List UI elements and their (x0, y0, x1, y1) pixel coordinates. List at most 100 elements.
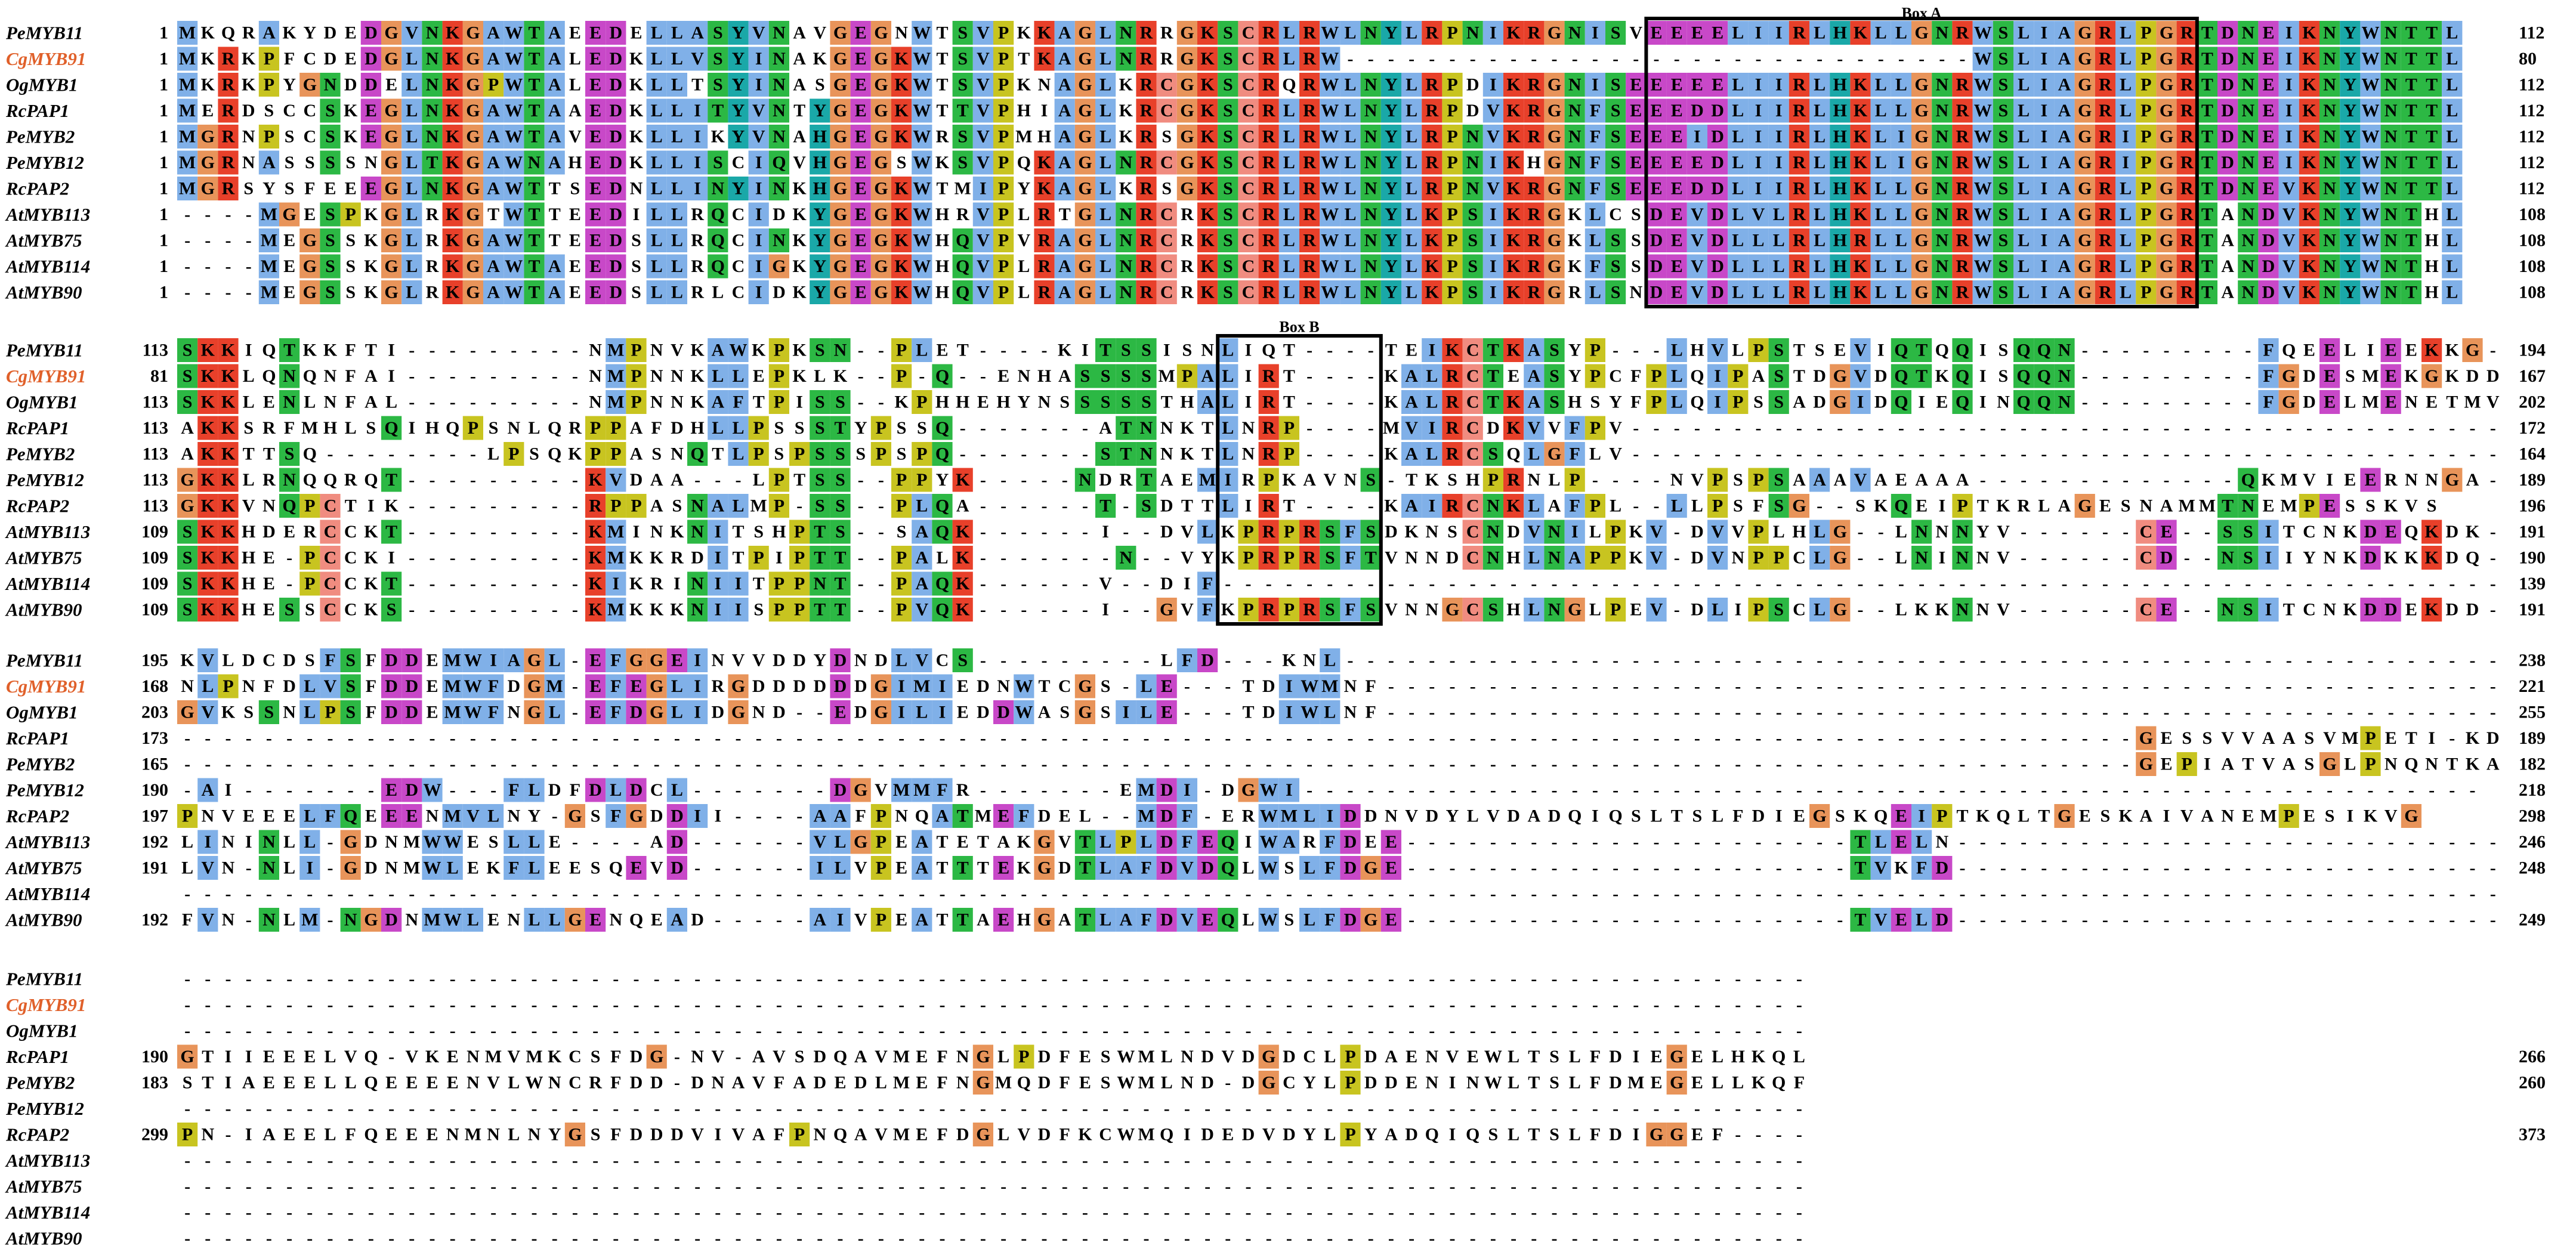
residue-shade (462, 700, 483, 724)
end-position: 196 (2519, 496, 2546, 516)
residue-shade (810, 804, 830, 828)
residue-shade (320, 125, 341, 149)
residue-shade (2013, 150, 2034, 175)
residue-shade (1768, 125, 1789, 149)
residue-shade (1095, 228, 1116, 252)
end-position: 191 (2519, 600, 2546, 620)
residue-shade (1156, 202, 1177, 227)
residue-shade (1116, 364, 1136, 388)
residue-shade (1422, 177, 1443, 200)
residue-shade (1218, 468, 1238, 492)
residue-shade (1278, 228, 1299, 252)
residue-shade (1278, 125, 1299, 149)
residue-shade (1482, 468, 1503, 492)
residue-shade (1197, 280, 1218, 304)
sequence-name: OgMYB1 (6, 392, 78, 413)
residue-shade (2115, 73, 2136, 97)
residue-shade (1136, 73, 1157, 97)
residue-shade (952, 228, 973, 252)
sequence-name: PeMYB11 (5, 23, 83, 44)
residue-shade (2340, 21, 2361, 45)
residue-shade (564, 804, 585, 828)
residue-shade (1360, 177, 1381, 200)
residue-shade (2034, 390, 2055, 414)
residue-shade (320, 804, 341, 828)
residue-shade (626, 674, 647, 698)
residue-shade (626, 338, 647, 362)
residue-shade (218, 416, 239, 440)
residue-shade (1584, 150, 1605, 175)
residue-shade (1870, 856, 1891, 880)
residue-shade (1054, 98, 1075, 123)
residue-shade (2136, 98, 2157, 123)
residue-shade (2442, 47, 2463, 71)
residue-shade (1380, 228, 1401, 252)
residue-shade (1993, 177, 2013, 200)
end-position: 112 (2519, 153, 2544, 172)
residue-shade (1074, 908, 1095, 932)
residue-shade (646, 125, 667, 149)
residue-shade (1136, 390, 1157, 414)
start-position: 1 (159, 231, 168, 251)
residue-shade (1666, 1044, 1687, 1069)
residue-shade (1809, 21, 1830, 45)
residue-shade (1278, 778, 1299, 802)
residue-shade (1278, 150, 1299, 175)
residue-shade (1197, 468, 1218, 492)
residue-shade (2054, 98, 2075, 123)
residue-shade (2074, 47, 2095, 71)
residue-shade (912, 21, 932, 45)
start-position: 1 (159, 153, 168, 172)
residue-shade (1360, 598, 1381, 622)
residue-shade (891, 546, 912, 570)
residue-shade (1666, 494, 1687, 518)
residue-shade (462, 73, 483, 97)
residue-shade (1258, 804, 1279, 828)
residue-shade (768, 494, 789, 518)
residue-shade (870, 280, 891, 304)
residue-shade (1462, 364, 1483, 388)
residue-shade (2136, 125, 2157, 149)
residue-shade (381, 520, 402, 544)
residue-shade (177, 125, 198, 149)
residue-shade (606, 21, 626, 45)
residue-shade (1768, 364, 1789, 388)
residue-shade (1666, 364, 1687, 388)
residue-shade (2360, 598, 2381, 622)
residue-shade (2278, 73, 2299, 97)
start-position: 113 (143, 418, 168, 438)
residue-shade (1768, 98, 1789, 123)
residue-shade (340, 856, 361, 880)
residue-shade (2197, 280, 2217, 304)
residue-shade (1972, 202, 1993, 227)
residue-shade (1218, 338, 1238, 362)
residue-shade (891, 494, 912, 518)
residue-shade (504, 177, 524, 200)
residue-shade (666, 778, 687, 802)
residue-shade (1911, 364, 1932, 388)
residue-shade (952, 254, 973, 279)
residue-shade (504, 830, 524, 854)
residue-shade (1156, 908, 1177, 932)
residue-shade (320, 98, 341, 123)
residue-shade (2095, 280, 2115, 304)
sequence-name: PeMYB11 (5, 650, 83, 671)
start-position: 299 (141, 1125, 168, 1145)
residue-shade (687, 98, 708, 123)
residue-shade (585, 674, 606, 698)
end-position: 164 (2519, 444, 2546, 464)
residue-shade (2217, 125, 2238, 149)
residue-shade (279, 598, 300, 622)
residue-shade (1544, 338, 1565, 362)
residue-shade (2074, 177, 2095, 200)
residue-shade (952, 47, 973, 71)
residue-shade (1442, 73, 1463, 97)
residue-shade (1789, 98, 1809, 123)
residue-shade (1074, 280, 1095, 304)
residue-shade (830, 830, 851, 854)
residue-shade (2319, 338, 2340, 362)
residue-shade (830, 150, 851, 175)
residue-shade (932, 571, 953, 596)
residue-shade (2360, 726, 2381, 750)
residue-shade (952, 804, 973, 828)
